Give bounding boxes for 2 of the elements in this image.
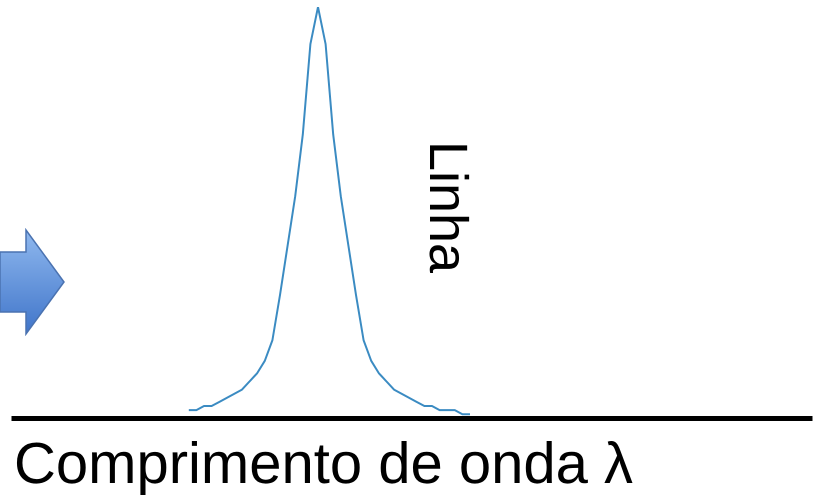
annotation: Linha <box>418 140 478 274</box>
x-axis-title: Comprimento de onda λ <box>14 431 633 496</box>
